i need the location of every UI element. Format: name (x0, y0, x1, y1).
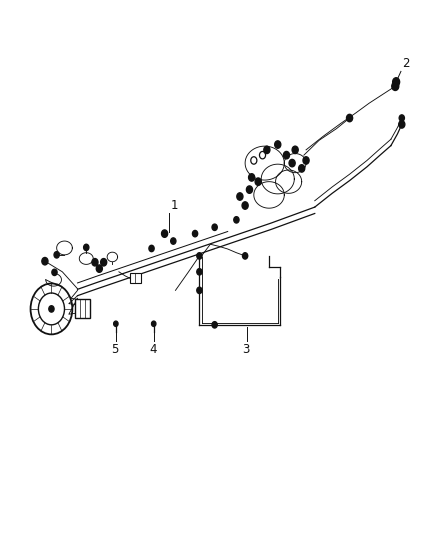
Circle shape (264, 146, 270, 154)
Circle shape (249, 174, 254, 181)
Circle shape (46, 302, 57, 317)
Circle shape (171, 238, 176, 244)
Circle shape (292, 146, 298, 154)
Circle shape (197, 253, 202, 259)
Circle shape (346, 114, 353, 122)
Text: 2: 2 (402, 58, 409, 70)
Circle shape (197, 269, 202, 275)
Circle shape (92, 259, 98, 266)
Circle shape (399, 115, 404, 121)
Circle shape (299, 165, 305, 172)
FancyBboxPatch shape (130, 273, 141, 284)
Circle shape (392, 82, 399, 91)
Text: 5: 5 (111, 343, 118, 357)
Circle shape (392, 78, 399, 86)
Circle shape (212, 224, 217, 230)
Circle shape (242, 202, 248, 209)
Circle shape (101, 259, 107, 266)
Circle shape (255, 178, 261, 185)
Text: 4: 4 (149, 343, 157, 357)
Circle shape (149, 245, 154, 252)
Circle shape (54, 252, 59, 258)
Circle shape (114, 321, 118, 326)
Circle shape (162, 230, 168, 237)
Circle shape (234, 216, 239, 223)
Circle shape (197, 287, 202, 294)
Circle shape (275, 141, 281, 148)
Circle shape (42, 257, 48, 265)
Circle shape (212, 321, 217, 328)
Circle shape (303, 157, 309, 164)
Circle shape (49, 306, 54, 312)
Circle shape (399, 120, 405, 128)
Circle shape (247, 186, 253, 193)
Circle shape (96, 265, 102, 272)
Circle shape (237, 193, 243, 200)
Circle shape (283, 151, 290, 159)
Circle shape (52, 269, 57, 276)
FancyBboxPatch shape (74, 300, 90, 318)
Text: 3: 3 (242, 343, 250, 357)
Circle shape (289, 159, 295, 167)
Text: 1: 1 (170, 199, 178, 213)
Circle shape (192, 230, 198, 237)
Circle shape (152, 321, 156, 326)
Circle shape (243, 253, 248, 259)
Circle shape (84, 244, 89, 251)
